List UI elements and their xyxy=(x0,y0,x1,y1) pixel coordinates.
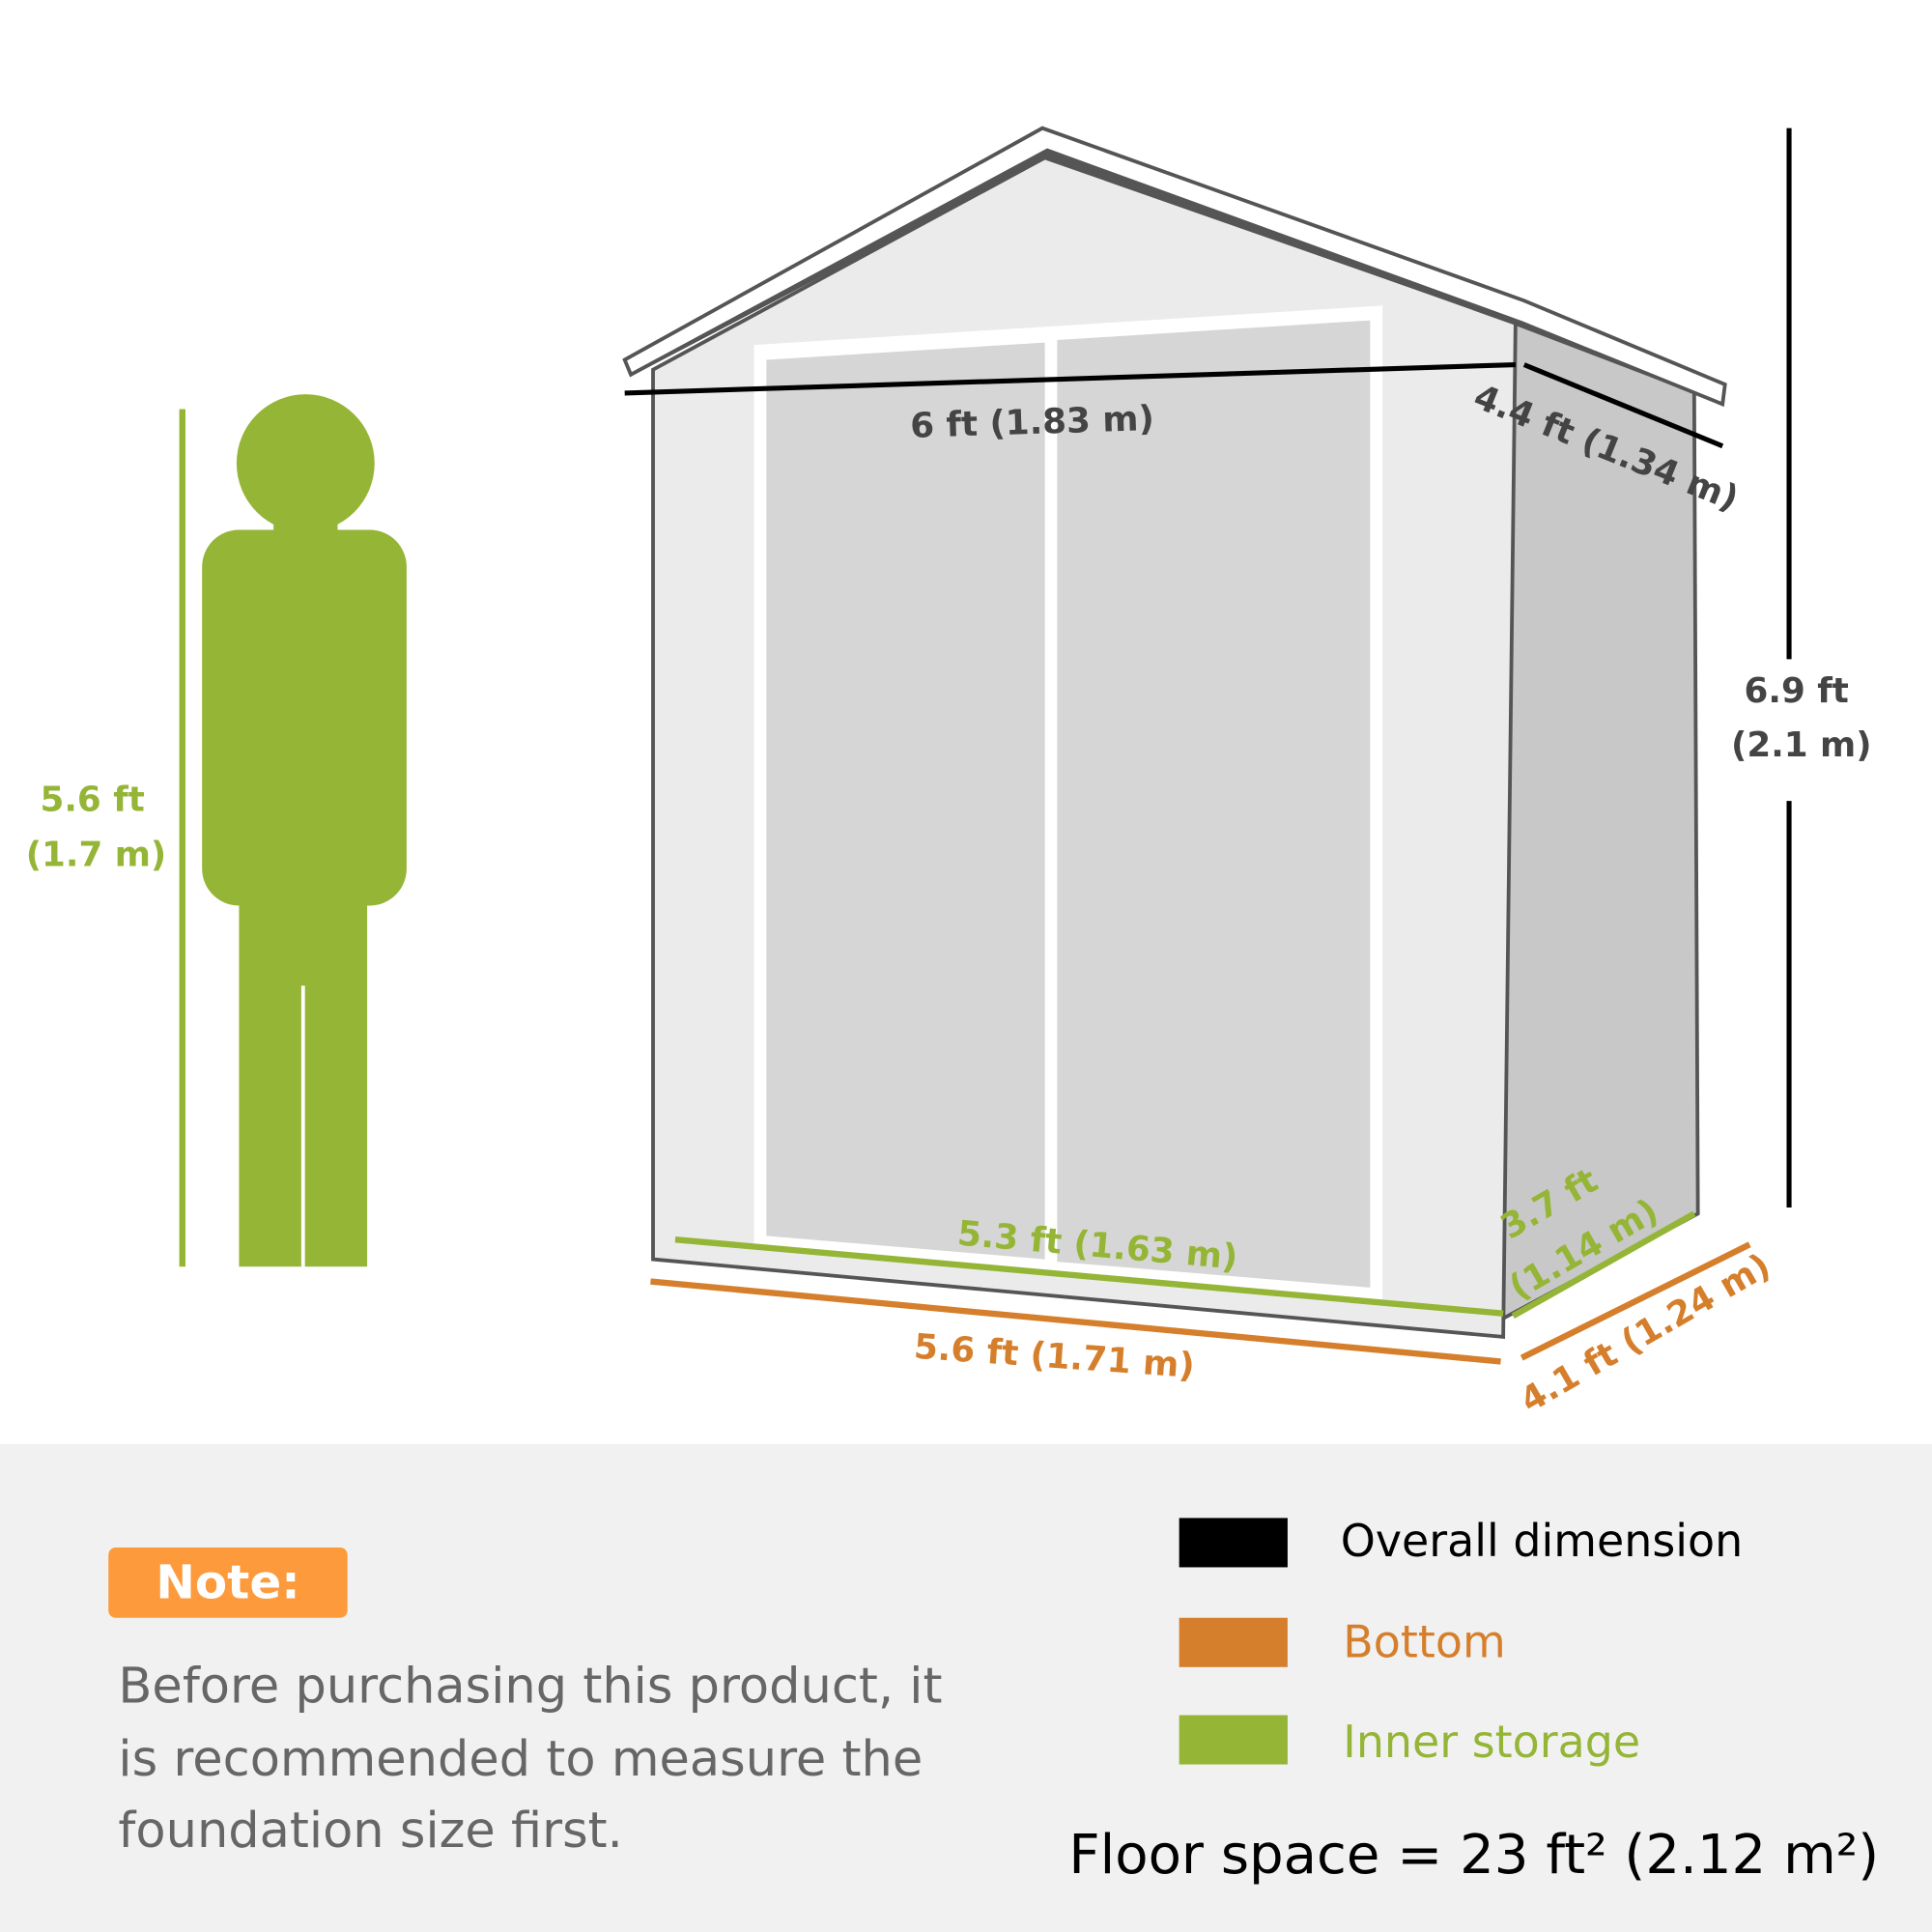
note-line-3: foundation size first. xyxy=(118,1803,622,1860)
floor-space: Floor space = 23 ft² (2.12 m²) xyxy=(1068,1824,1879,1887)
legend-label-inner: Inner storage xyxy=(1343,1716,1640,1768)
person-height-ft: 5.6 ft xyxy=(41,780,145,819)
legend-swatch-inner xyxy=(1179,1715,1288,1765)
legend-swatch-bottom xyxy=(1179,1617,1288,1667)
inner-depth-line xyxy=(1511,1210,1696,1320)
bottom-width-line xyxy=(650,1278,1501,1365)
note-line-1: Before purchasing this product, it xyxy=(118,1659,942,1716)
note-badge xyxy=(108,1548,348,1618)
person-silhouette xyxy=(202,394,407,1267)
person-height-m: (1.7 m) xyxy=(26,836,167,875)
overall-width-label: 6 ft (1.83 m) xyxy=(910,399,1155,446)
inner-width-line xyxy=(674,1236,1504,1317)
overall-height-ft: 6.9 ft xyxy=(1745,671,1849,711)
legend-swatch-overall xyxy=(1179,1518,1288,1568)
bottom-depth-line xyxy=(1520,1241,1751,1361)
note-line-2: is recommended to measure the xyxy=(118,1731,923,1788)
overall-width-line xyxy=(624,362,1516,396)
legend-label-overall: Overall dimension xyxy=(1341,1515,1743,1567)
overall-height-m: (2.1 m) xyxy=(1731,725,1872,765)
info-panel xyxy=(0,1443,1932,1932)
shed-illustration xyxy=(622,126,1727,1340)
legend-label-bottom: Bottom xyxy=(1343,1616,1505,1668)
overall-depth-line xyxy=(1522,362,1724,449)
note-badge-label: Note: xyxy=(156,1555,299,1609)
